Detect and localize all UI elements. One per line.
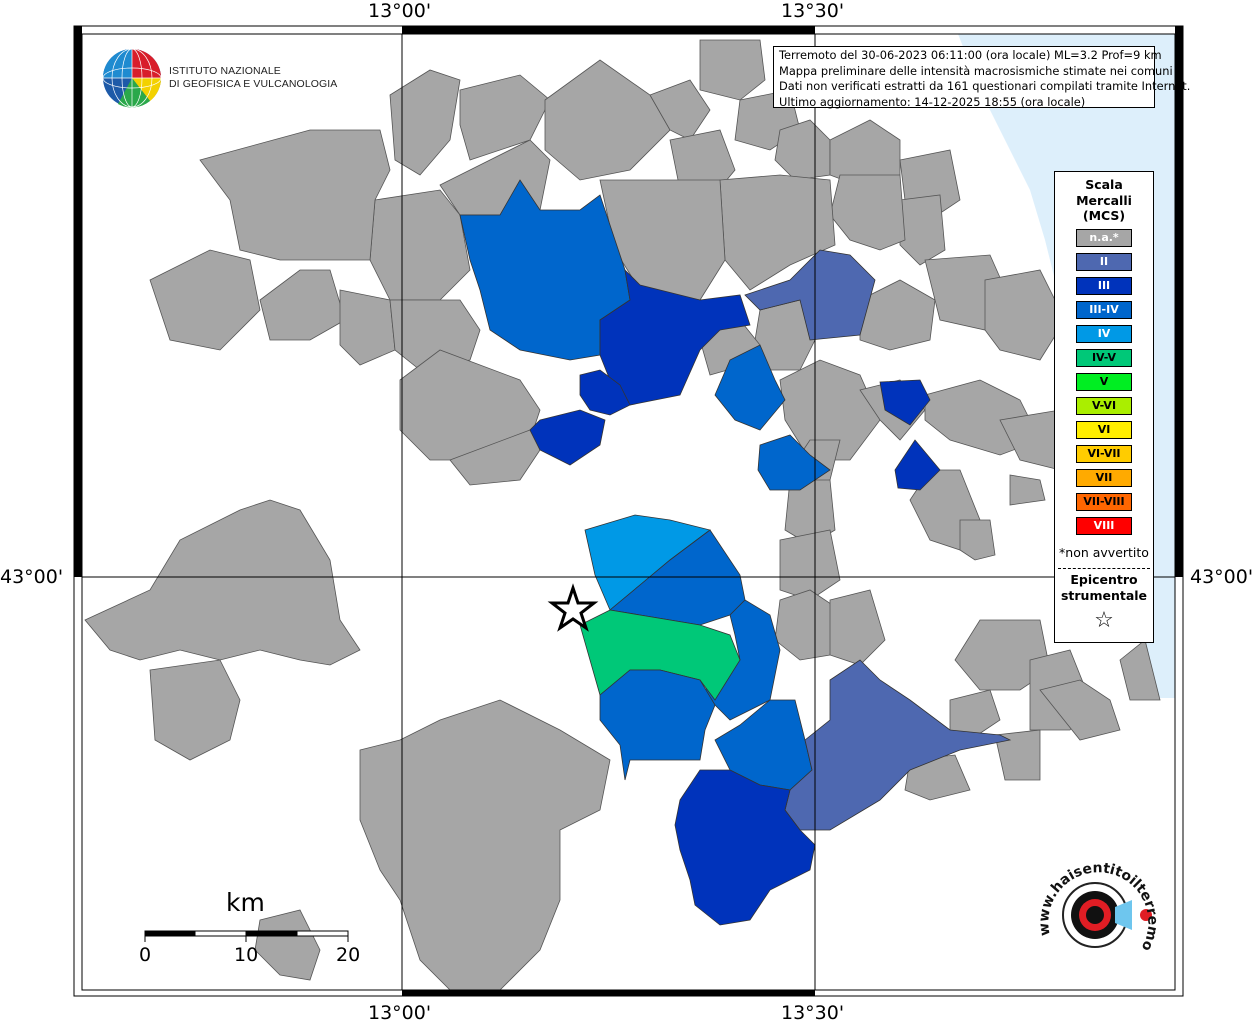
gray-comuni xyxy=(84,39,1161,991)
scale-bar xyxy=(144,930,349,942)
ingv-name-line2: DI GEOFISICA E VULCANOLOGIA xyxy=(169,78,338,90)
legend-swatch: VI xyxy=(1076,421,1132,439)
lon-tick-top-right: 13°30' xyxy=(781,0,845,22)
comune-iii-1 xyxy=(599,268,751,406)
comune-iii-5 xyxy=(894,439,941,491)
legend-note: *non avvertito xyxy=(1059,545,1149,560)
legend-epicenter-label: Epicentro strumentale xyxy=(1055,572,1153,604)
lon-tick-bottom-right: 13°30' xyxy=(781,1002,845,1024)
comune-iii-iv-5 xyxy=(704,599,781,721)
info-line-1: Terremoto del 30-06-2023 06:11:00 (ora l… xyxy=(779,48,1162,62)
comune-iii-3 xyxy=(529,409,606,466)
comune-iii-iv-2 xyxy=(714,344,786,431)
comune-iii-2 xyxy=(579,369,631,416)
lat-tick-right: 43°00' xyxy=(1190,566,1254,588)
legend-swatch: III xyxy=(1076,277,1132,295)
legend-swatch: VI-VII xyxy=(1076,445,1132,463)
colored-comuni xyxy=(459,179,1012,926)
legend-title: Scala Mercalli (MCS) xyxy=(1055,177,1153,224)
comune-iii-4 xyxy=(879,379,931,426)
info-line-3: Dati non verificati estratti da 161 ques… xyxy=(779,79,1191,93)
legend-title-line1: Scala xyxy=(1085,177,1123,192)
epicenter-star xyxy=(547,583,599,632)
lat-tick-left: 43°00' xyxy=(0,566,64,588)
mcs-legend: Scala Mercalli (MCS) n.a.* II III III-IV IV I… xyxy=(1054,171,1154,643)
legend-epicenter-line1: Epicentro xyxy=(1070,572,1138,587)
scale-label-20: 20 xyxy=(336,944,361,966)
legend-swatch: IV-V xyxy=(1076,349,1132,367)
legend-title-line2: Mercalli xyxy=(1076,192,1132,208)
legend-swatch: VIII xyxy=(1076,517,1132,535)
event-info-box: Terremoto del 30-06-2023 06:11:00 (ora l… xyxy=(773,46,1191,109)
comune-ii-1 xyxy=(744,249,876,341)
legend-swatch: n.a.* xyxy=(1076,229,1132,247)
scale-unit: km xyxy=(226,888,265,917)
legend-swatch: VII-VIII xyxy=(1076,493,1132,511)
gridlines xyxy=(82,34,1175,990)
comune-iii-6 xyxy=(674,769,816,926)
legend-epicenter-line2: strumentale xyxy=(1060,588,1148,603)
info-line-2: Mappa preliminare delle intensità macros… xyxy=(779,63,1173,78)
lon-tick-bottom-left: 13°00' xyxy=(368,1002,432,1024)
scale-label-10: 10 xyxy=(234,944,259,966)
map-frame xyxy=(73,25,1184,997)
ingv-name-line1: ISTITUTO NAZIONALE xyxy=(169,65,281,77)
legend-swatch: VII xyxy=(1076,469,1132,487)
legend-star-icon: ☆ xyxy=(1094,608,1114,633)
legend-swatch: V-VI xyxy=(1076,397,1132,415)
scale-label-0: 0 xyxy=(139,944,152,966)
comune-iii-iv-6 xyxy=(599,669,716,781)
legend-title-line3: (MCS) xyxy=(1082,208,1126,223)
ingv-globe-logo xyxy=(102,48,162,108)
lon-tick-top-left: 13°00' xyxy=(368,0,432,22)
ingv-logo-text: ISTITUTO NAZIONALE DI GEOFISICA E VULCAN… xyxy=(169,65,337,91)
legend-swatch: II xyxy=(1076,253,1132,271)
legend-swatch: III-IV xyxy=(1076,301,1132,319)
info-line-4: Ultimo aggiornamento: 14-12-2025 18:55 (… xyxy=(779,94,1086,109)
legend-swatch: V xyxy=(1076,373,1132,391)
legend-swatch: IV xyxy=(1076,325,1132,343)
legend-separator xyxy=(1058,568,1150,569)
